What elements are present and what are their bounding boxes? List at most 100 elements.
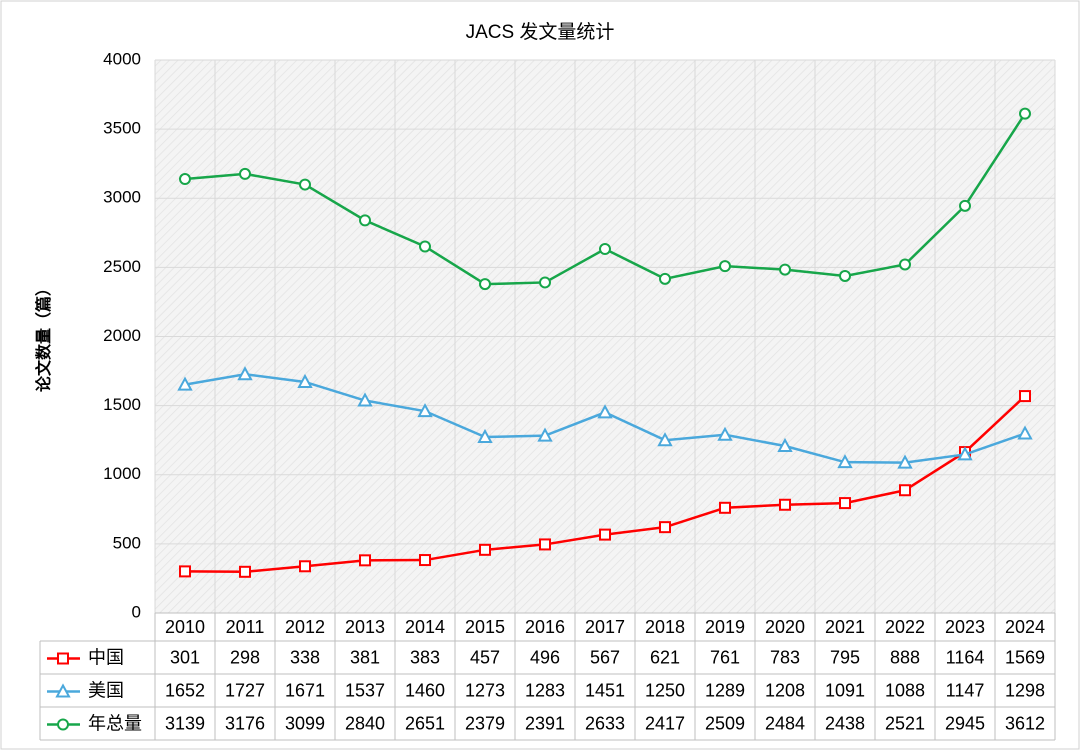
- x-tick-label: 2014: [405, 617, 445, 637]
- table-value: 2521: [885, 713, 925, 733]
- table-value: 621: [650, 647, 680, 667]
- table-value: 1273: [465, 680, 505, 700]
- chart-title: JACS 发文量统计: [466, 21, 615, 43]
- y-tick-label: 2000: [103, 326, 141, 345]
- table-value: 795: [830, 647, 860, 667]
- marker: [55, 683, 71, 698]
- marker: [657, 432, 673, 447]
- marker: [597, 404, 613, 419]
- table-value: 496: [530, 647, 560, 667]
- marker: [479, 278, 491, 291]
- marker: [779, 498, 791, 511]
- marker: [237, 366, 253, 381]
- marker: [539, 276, 551, 289]
- marker: [779, 263, 791, 276]
- marker: [899, 258, 911, 271]
- marker: [777, 437, 793, 452]
- table-value: 1091: [825, 680, 865, 700]
- marker: [959, 199, 971, 212]
- table-value: 2379: [465, 713, 505, 733]
- marker: [359, 554, 371, 567]
- table-value: 1671: [285, 680, 325, 700]
- marker: [1017, 425, 1033, 440]
- x-tick-label: 2022: [885, 617, 925, 637]
- marker: [599, 242, 611, 255]
- table-value: 2840: [345, 713, 385, 733]
- table-value: 1451: [585, 680, 625, 700]
- marker: [357, 392, 373, 407]
- x-tick-label: 2016: [525, 617, 565, 637]
- y-tick-label: 2500: [103, 257, 141, 276]
- marker: [659, 521, 671, 534]
- marker: [839, 269, 851, 282]
- table-value: 1569: [1005, 647, 1045, 667]
- table-value: 383: [410, 647, 440, 667]
- marker: [239, 565, 251, 578]
- table-value: 2417: [645, 713, 685, 733]
- x-tick-label: 2019: [705, 617, 745, 637]
- marker: [957, 446, 973, 461]
- x-tick-label: 2017: [585, 617, 625, 637]
- table-value: 1652: [165, 680, 205, 700]
- marker: [1019, 390, 1031, 403]
- table-value: 3612: [1005, 713, 1045, 733]
- x-tick-label: 2018: [645, 617, 685, 637]
- marker: [239, 167, 251, 180]
- marker: [177, 376, 193, 391]
- x-tick-label: 2010: [165, 617, 205, 637]
- x-tick-label: 2024: [1005, 617, 1045, 637]
- table-value: 1283: [525, 680, 565, 700]
- table-value: 301: [170, 647, 200, 667]
- table-value: 1289: [705, 680, 745, 700]
- marker: [359, 214, 371, 227]
- x-tick-label: 2015: [465, 617, 505, 637]
- x-tick-label: 2012: [285, 617, 325, 637]
- y-tick-label: 3500: [103, 119, 141, 138]
- table-value: 298: [230, 647, 260, 667]
- marker: [539, 538, 551, 551]
- marker: [179, 565, 191, 578]
- table-value: 2945: [945, 713, 985, 733]
- x-tick-label: 2023: [945, 617, 985, 637]
- table-value: 2391: [525, 713, 565, 733]
- table-value: 1460: [405, 680, 445, 700]
- y-axis-label: 论文数量（篇）: [34, 280, 53, 392]
- table-value: 761: [710, 647, 740, 667]
- marker: [477, 428, 493, 444]
- table-value: 381: [350, 647, 380, 667]
- x-tick-label: 2011: [226, 617, 265, 637]
- marker: [299, 178, 311, 191]
- table-value: 2509: [705, 713, 745, 733]
- table-value: 3139: [165, 713, 205, 733]
- marker: [297, 373, 313, 388]
- table-value: 2484: [765, 713, 805, 733]
- table-value: 783: [770, 647, 800, 667]
- marker: [897, 454, 913, 469]
- table-value: 1088: [885, 680, 925, 700]
- y-tick-label: 0: [132, 602, 141, 621]
- marker: [659, 272, 671, 285]
- marker: [299, 560, 311, 573]
- marker: [57, 652, 69, 665]
- y-tick-label: 4000: [103, 49, 141, 68]
- x-tick-label: 2013: [345, 617, 385, 637]
- y-tick-label: 1000: [103, 464, 141, 483]
- marker: [57, 718, 69, 731]
- x-tick-label: 2021: [825, 617, 865, 637]
- legend-label: 年总量: [88, 713, 142, 733]
- table-value: 1537: [345, 680, 385, 700]
- table-value: 2651: [405, 713, 445, 733]
- table-value: 1208: [765, 680, 805, 700]
- marker: [717, 426, 733, 441]
- marker: [837, 454, 853, 469]
- marker: [417, 403, 433, 418]
- y-tick-label: 3000: [103, 188, 141, 207]
- table-value: 338: [290, 647, 320, 667]
- table-value: 1164: [946, 647, 985, 667]
- table-value: 3176: [225, 713, 265, 733]
- table-value: 2633: [585, 713, 625, 733]
- marker: [599, 528, 611, 541]
- table-value: 457: [470, 647, 500, 667]
- marker: [479, 543, 491, 556]
- marker: [719, 501, 731, 514]
